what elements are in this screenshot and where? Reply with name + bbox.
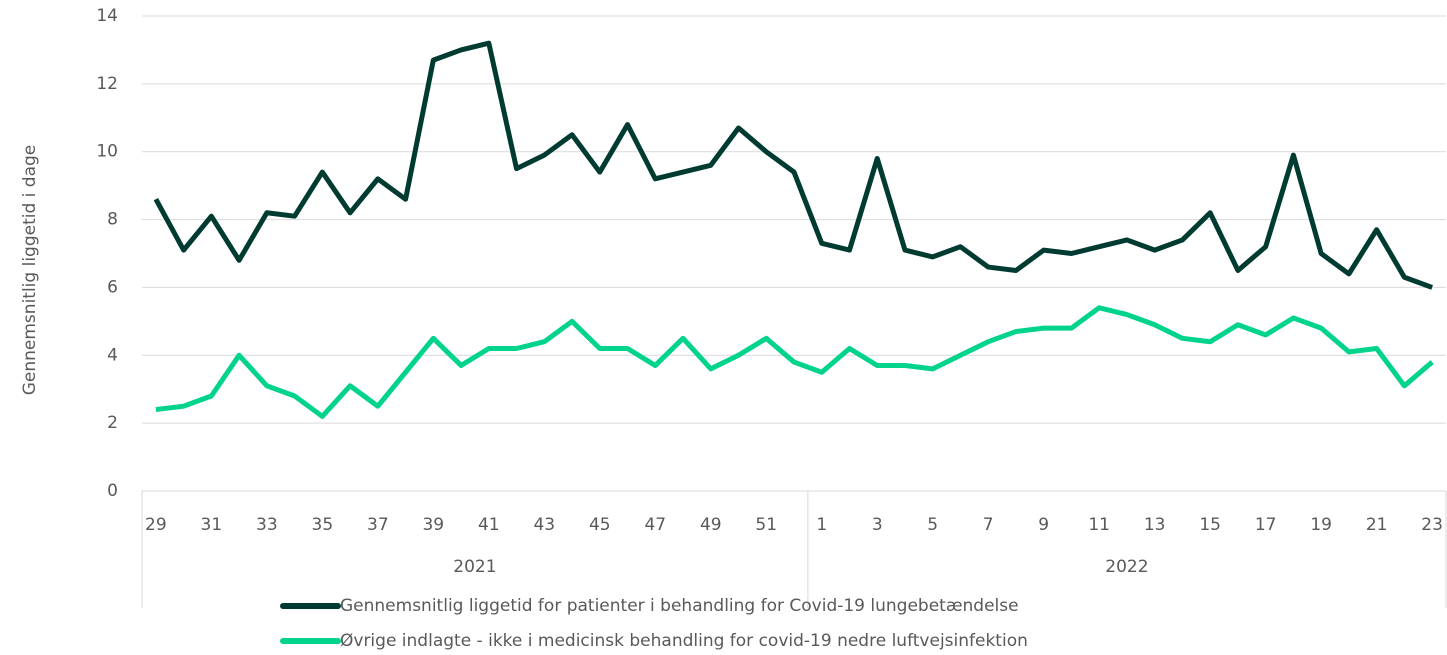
series-line: [153, 40, 1433, 290]
x-tick-label: 17: [1255, 515, 1277, 535]
x-tick-label: 33: [256, 515, 278, 535]
y-axis-label: Gennemsnitlig liggetid i dage: [20, 145, 40, 396]
x-tick-label: 43: [533, 515, 555, 535]
x-tick-label: 35: [312, 515, 334, 535]
x-tick-label: 5: [927, 515, 938, 535]
x-tick-label: 31: [201, 515, 223, 535]
x-tick-label: 47: [644, 515, 666, 535]
x-tick-label: 7: [983, 515, 994, 535]
y-tick-label: 2: [107, 413, 118, 433]
x-tick-label: 9: [1038, 515, 1049, 535]
x-tick-label: 21: [1366, 515, 1388, 535]
y-tick-label: 6: [107, 277, 118, 297]
x-tick-label: 13: [1144, 515, 1166, 535]
y-tick-label: 12: [96, 74, 118, 94]
x-tick-label: 3: [872, 515, 883, 535]
legend-label: Øvrige indlagte - ikke i medicinsk behan…: [340, 631, 1028, 651]
x-tick-label: 19: [1310, 515, 1332, 535]
x-tick-label: 39: [422, 515, 444, 535]
y-tick-label: 14: [96, 6, 118, 26]
y-tick-label: 4: [107, 345, 118, 365]
x-tick-label: 49: [700, 515, 722, 535]
x-tick-label: 29: [145, 515, 167, 535]
x-tick-label: 11: [1088, 515, 1110, 535]
group-label: 2021: [453, 557, 496, 577]
group-label: 2022: [1105, 557, 1148, 577]
x-tick-label: 15: [1199, 515, 1221, 535]
x-tick-label: 1: [816, 515, 827, 535]
x-tick-label: 45: [589, 515, 611, 535]
x-tick-label: 23: [1421, 515, 1443, 535]
x-tick-label: 37: [367, 515, 389, 535]
y-tick-label: 10: [96, 142, 118, 162]
x-tick-label: 51: [755, 515, 777, 535]
x-tick-label: 41: [478, 515, 500, 535]
y-tick-label: 0: [107, 481, 118, 501]
series-line: [155, 305, 1434, 419]
legend-label: Gennemsnitlig liggetid for patienter i b…: [340, 596, 1019, 616]
y-tick-label: 8: [107, 210, 118, 230]
